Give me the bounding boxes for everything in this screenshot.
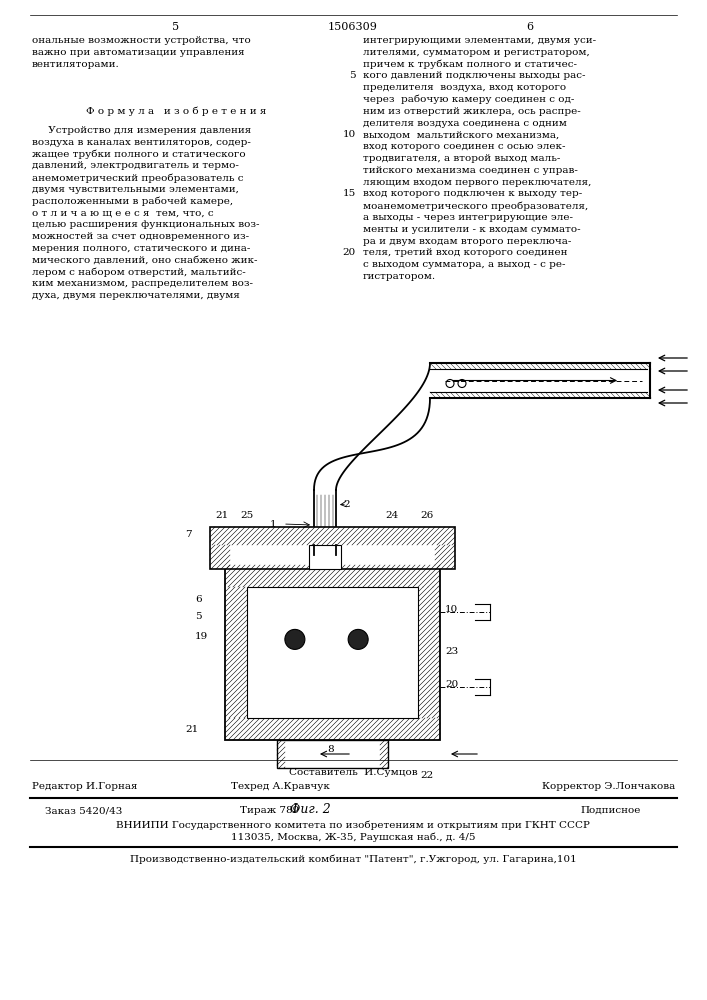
Text: ким механизмом, распределителем воз-: ким механизмом, распределителем воз- bbox=[32, 279, 253, 288]
Text: 20: 20 bbox=[343, 248, 356, 257]
Text: тродвигателя, а второй выход маль-: тродвигателя, а второй выход маль- bbox=[363, 154, 561, 163]
Text: воздуха в каналах вентиляторов, содер-: воздуха в каналах вентиляторов, содер- bbox=[32, 138, 251, 147]
Text: 5: 5 bbox=[349, 71, 356, 80]
Text: с выходом сумматора, а выход - с ре-: с выходом сумматора, а выход - с ре- bbox=[363, 260, 566, 269]
Text: моанемометрического преобразователя,: моанемометрического преобразователя, bbox=[363, 201, 588, 211]
Text: 23: 23 bbox=[445, 647, 458, 656]
Bar bbox=[277, 740, 388, 768]
Text: 26: 26 bbox=[420, 511, 433, 520]
Text: 25: 25 bbox=[240, 511, 253, 520]
Text: тийского механизма соединен с упрaв-: тийского механизма соединен с упрaв- bbox=[363, 166, 578, 175]
Text: Фиг. 2: Фиг. 2 bbox=[290, 803, 330, 816]
Circle shape bbox=[348, 629, 368, 649]
Text: 8: 8 bbox=[327, 745, 334, 754]
Text: 7: 7 bbox=[185, 530, 192, 539]
Text: гистратором.: гистратором. bbox=[363, 272, 436, 281]
Text: ляющим входом первого переключателя,: ляющим входом первого переключателя, bbox=[363, 178, 591, 187]
Text: причем к трубкам полного и статичес-: причем к трубкам полного и статичес- bbox=[363, 60, 577, 69]
Text: ра и двум входам второго переключа-: ра и двум входам второго переключа- bbox=[363, 237, 571, 246]
Text: выходом  мальтийского механизма,: выходом мальтийского механизма, bbox=[363, 130, 559, 139]
Text: мерения полного, статического и дина-: мерения полного, статического и дина- bbox=[32, 244, 250, 253]
Text: кого давлений подключены выходы рас-: кого давлений подключены выходы рас- bbox=[363, 71, 585, 80]
Text: Составитель  И.Сумцов: Составитель И.Сумцов bbox=[288, 768, 417, 777]
Text: Тираж 789: Тираж 789 bbox=[240, 806, 300, 815]
Text: 22: 22 bbox=[420, 771, 433, 780]
Text: теля, третий вход которого соединен: теля, третий вход которого соединен bbox=[363, 248, 568, 257]
Text: 10: 10 bbox=[445, 605, 458, 614]
Text: можностей за счет одновременного из-: можностей за счет одновременного из- bbox=[32, 232, 249, 241]
Text: делителя воздуха соединена с одним: делителя воздуха соединена с одним bbox=[363, 119, 567, 128]
Text: целью расширения функциональных воз-: целью расширения функциональных воз- bbox=[32, 220, 259, 229]
Text: 5: 5 bbox=[195, 612, 201, 621]
Text: вентиляторами.: вентиляторами. bbox=[32, 60, 119, 69]
Text: 2: 2 bbox=[343, 500, 350, 509]
Text: Устройство для измерения давления: Устройство для измерения давления bbox=[32, 126, 251, 135]
Text: анемометрический преобразователь с: анемометрический преобразователь с bbox=[32, 173, 243, 183]
Text: лителями, сумматором и регистратором,: лителями, сумматором и регистратором, bbox=[363, 48, 590, 57]
Text: духа, двумя переключателями, двумя: духа, двумя переключателями, двумя bbox=[32, 291, 240, 300]
Bar bbox=[309, 545, 341, 569]
Text: 21: 21 bbox=[215, 511, 228, 520]
Text: вход которого подключен к выходу тер-: вход которого подключен к выходу тер- bbox=[363, 189, 583, 198]
Text: 10: 10 bbox=[343, 130, 356, 139]
Text: 113035, Москва, Ж-35, Раушская наб., д. 4/5: 113035, Москва, Ж-35, Раушская наб., д. … bbox=[230, 833, 475, 842]
Text: 21: 21 bbox=[185, 725, 198, 734]
Text: 19: 19 bbox=[195, 632, 209, 641]
Text: пределителя  воздуха, вход которого: пределителя воздуха, вход которого bbox=[363, 83, 566, 92]
Text: о т л и ч а ю щ е е с я  тем, что, с: о т л и ч а ю щ е е с я тем, что, с bbox=[32, 209, 214, 218]
Text: Заказ 5420/43: Заказ 5420/43 bbox=[45, 806, 122, 815]
Text: расположенными в рабочей камере,: расположенными в рабочей камере, bbox=[32, 197, 233, 206]
Text: Производственно-издательский комбинат "Патент", г.Ужгород, ул. Гагарина,101: Производственно-издательский комбинат "П… bbox=[129, 855, 576, 864]
Text: 15: 15 bbox=[343, 189, 356, 198]
Text: Редактор И.Горная: Редактор И.Горная bbox=[32, 782, 137, 791]
Bar bbox=[225, 565, 440, 740]
Text: двумя чувствительными элементами,: двумя чувствительными элементами, bbox=[32, 185, 239, 194]
Text: лером с набором отверстий, мальтийс-: лером с набором отверстий, мальтийс- bbox=[32, 268, 246, 277]
Text: менты и усилители - к входам суммато-: менты и усилители - к входам суммато- bbox=[363, 225, 580, 234]
Text: Техред А.Кравчук: Техред А.Кравчук bbox=[230, 782, 329, 791]
Text: вход которого соединен с осью элек-: вход которого соединен с осью элек- bbox=[363, 142, 566, 151]
Text: Ф о р м у л а   и з о б р е т е н и я: Ф о р м у л а и з о б р е т е н и я bbox=[86, 106, 267, 115]
Text: Корректор Э.Лончакова: Корректор Э.Лончакова bbox=[542, 782, 675, 791]
Text: 24: 24 bbox=[385, 511, 398, 520]
Text: 6: 6 bbox=[195, 595, 201, 604]
Text: 20: 20 bbox=[445, 680, 458, 689]
Text: ВНИИПИ Государственного комитета по изобретениям и открытиям при ГКНТ СССР: ВНИИПИ Государственного комитета по изоб… bbox=[116, 820, 590, 830]
Text: 1: 1 bbox=[270, 520, 276, 529]
Text: а выходы - через интегрирующие эле-: а выходы - через интегрирующие эле- bbox=[363, 213, 573, 222]
Text: 1506309: 1506309 bbox=[328, 22, 378, 32]
Text: 6: 6 bbox=[527, 22, 534, 32]
Bar bbox=[247, 587, 418, 718]
Text: через  рабочую камеру соединен с од-: через рабочую камеру соединен с од- bbox=[363, 95, 574, 104]
Text: 5: 5 bbox=[173, 22, 180, 32]
Text: Подписное: Подписное bbox=[580, 806, 641, 815]
Bar bbox=[210, 527, 455, 569]
Text: интегрирующими элементами, двумя уси-: интегрирующими элементами, двумя уси- bbox=[363, 36, 596, 45]
Text: важно при автоматизации управления: важно при автоматизации управления bbox=[32, 48, 245, 57]
Text: жащее трубки полного и статического: жащее трубки полного и статического bbox=[32, 150, 245, 159]
Text: мического давлений, оно снабжено жик-: мического давлений, оно снабжено жик- bbox=[32, 256, 257, 265]
Text: ональные возможности устройства, что: ональные возможности устройства, что bbox=[32, 36, 251, 45]
Circle shape bbox=[285, 629, 305, 649]
Text: ним из отверстий жиклера, ось распре-: ним из отверстий жиклера, ось распре- bbox=[363, 107, 580, 116]
Text: давлений, электродвигатель и термо-: давлений, электродвигатель и термо- bbox=[32, 161, 239, 170]
